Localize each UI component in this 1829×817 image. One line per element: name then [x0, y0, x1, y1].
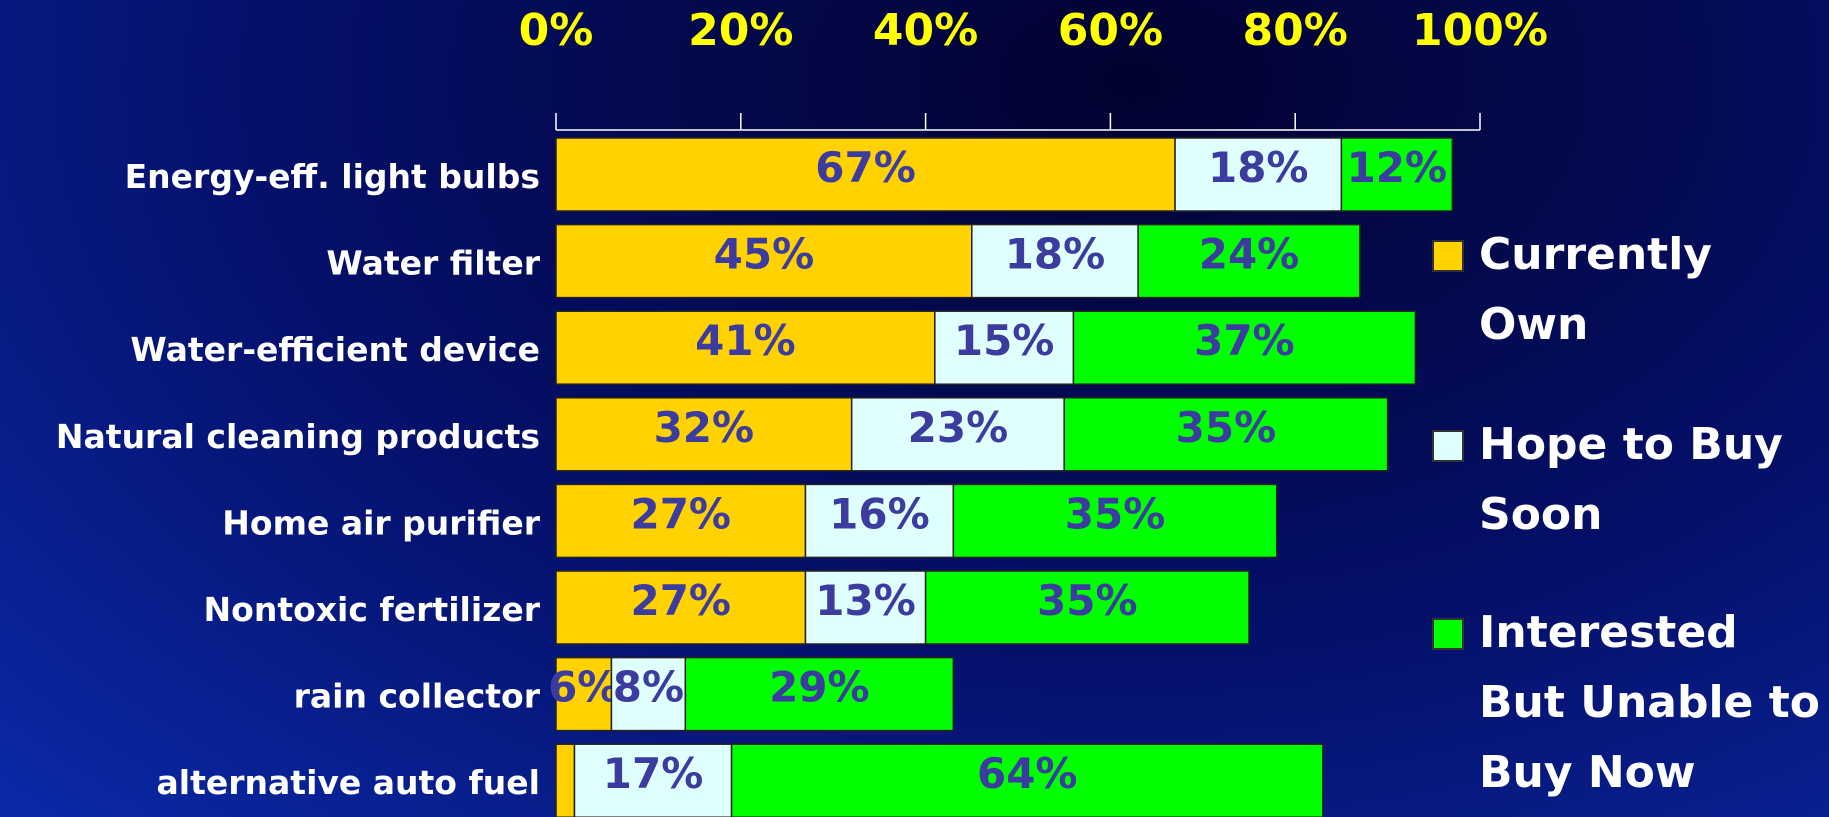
bar-segment: [573, 743, 733, 817]
bar-segment: [850, 397, 1065, 472]
bar-segment: [804, 570, 927, 645]
bar-segment: [1137, 223, 1361, 299]
bar-segment: [924, 570, 1250, 645]
data-label: 29%: [769, 663, 870, 712]
bar-segment: [555, 397, 853, 472]
y-tick-label: Natural cleaning products: [56, 417, 540, 456]
bar-segment: [555, 137, 1176, 212]
data-label: 35%: [1176, 403, 1277, 452]
data-label: 24%: [1199, 230, 1300, 279]
bar-segment: [555, 656, 613, 732]
data-label: 32%: [654, 403, 755, 452]
legend-label: Interested But Unable to Buy Now: [1479, 607, 1820, 798]
data-label: 18%: [1005, 230, 1106, 279]
data-label: 67%: [815, 143, 916, 192]
data-label: 23%: [908, 403, 1009, 452]
data-label: 41%: [695, 316, 796, 365]
legend-swatch: [1432, 240, 1464, 272]
data-label: 18%: [1208, 143, 1309, 192]
bar-segment: [804, 483, 955, 559]
data-label: 64%: [977, 749, 1078, 798]
data-label: 45%: [714, 230, 815, 279]
x-tick-label: 80%: [1243, 5, 1348, 56]
data-label: 37%: [1194, 316, 1295, 365]
x-tick-label: 40%: [873, 5, 978, 56]
bar-segment: [1063, 397, 1389, 472]
bar-segment: [1072, 310, 1417, 385]
legend-label: Hope to Buy Soon: [1479, 419, 1783, 540]
bar-segment: [934, 310, 1075, 385]
bar-segment: [684, 656, 955, 732]
y-tick-label: Water filter: [326, 244, 540, 283]
y-tick-label: Energy-eff. light bulbs: [125, 157, 540, 196]
bar-segment: [555, 310, 936, 385]
y-tick-label: alternative auto fuel: [157, 763, 540, 802]
data-label: 16%: [829, 489, 930, 538]
x-tick-label: 20%: [688, 5, 793, 56]
bar-segment: [1340, 137, 1454, 212]
data-label: 8%: [613, 663, 684, 712]
data-label: 6%: [548, 663, 619, 712]
y-tick-label: Nontoxic fertilizer: [204, 590, 541, 629]
bar-segment: [555, 743, 576, 817]
legend-label: Currently Own: [1479, 229, 1712, 350]
bar-segment: [971, 223, 1139, 299]
x-tick-label: 0%: [519, 5, 594, 56]
data-label: 15%: [954, 316, 1055, 365]
bar-segment: [952, 483, 1278, 559]
y-tick-label: Home air purifier: [222, 503, 540, 542]
x-tick-label: 60%: [1058, 5, 1163, 56]
bar-segment: [610, 656, 687, 732]
data-label: 12%: [1347, 143, 1448, 192]
y-tick-label: Water-efficient device: [130, 330, 540, 369]
bar-segment: [555, 223, 973, 299]
data-label: 35%: [1037, 576, 1138, 625]
legend-swatch: [1432, 430, 1464, 462]
bar-segment: [730, 743, 1324, 817]
x-tick-label: 100%: [1412, 5, 1548, 56]
data-label: 35%: [1065, 489, 1166, 538]
y-tick-label: rain collector: [294, 677, 541, 716]
data-label: 17%: [603, 749, 704, 798]
data-label: 13%: [815, 576, 916, 625]
data-label: 27%: [630, 576, 731, 625]
data-label: 27%: [630, 489, 731, 538]
legend-swatch: [1432, 618, 1464, 650]
